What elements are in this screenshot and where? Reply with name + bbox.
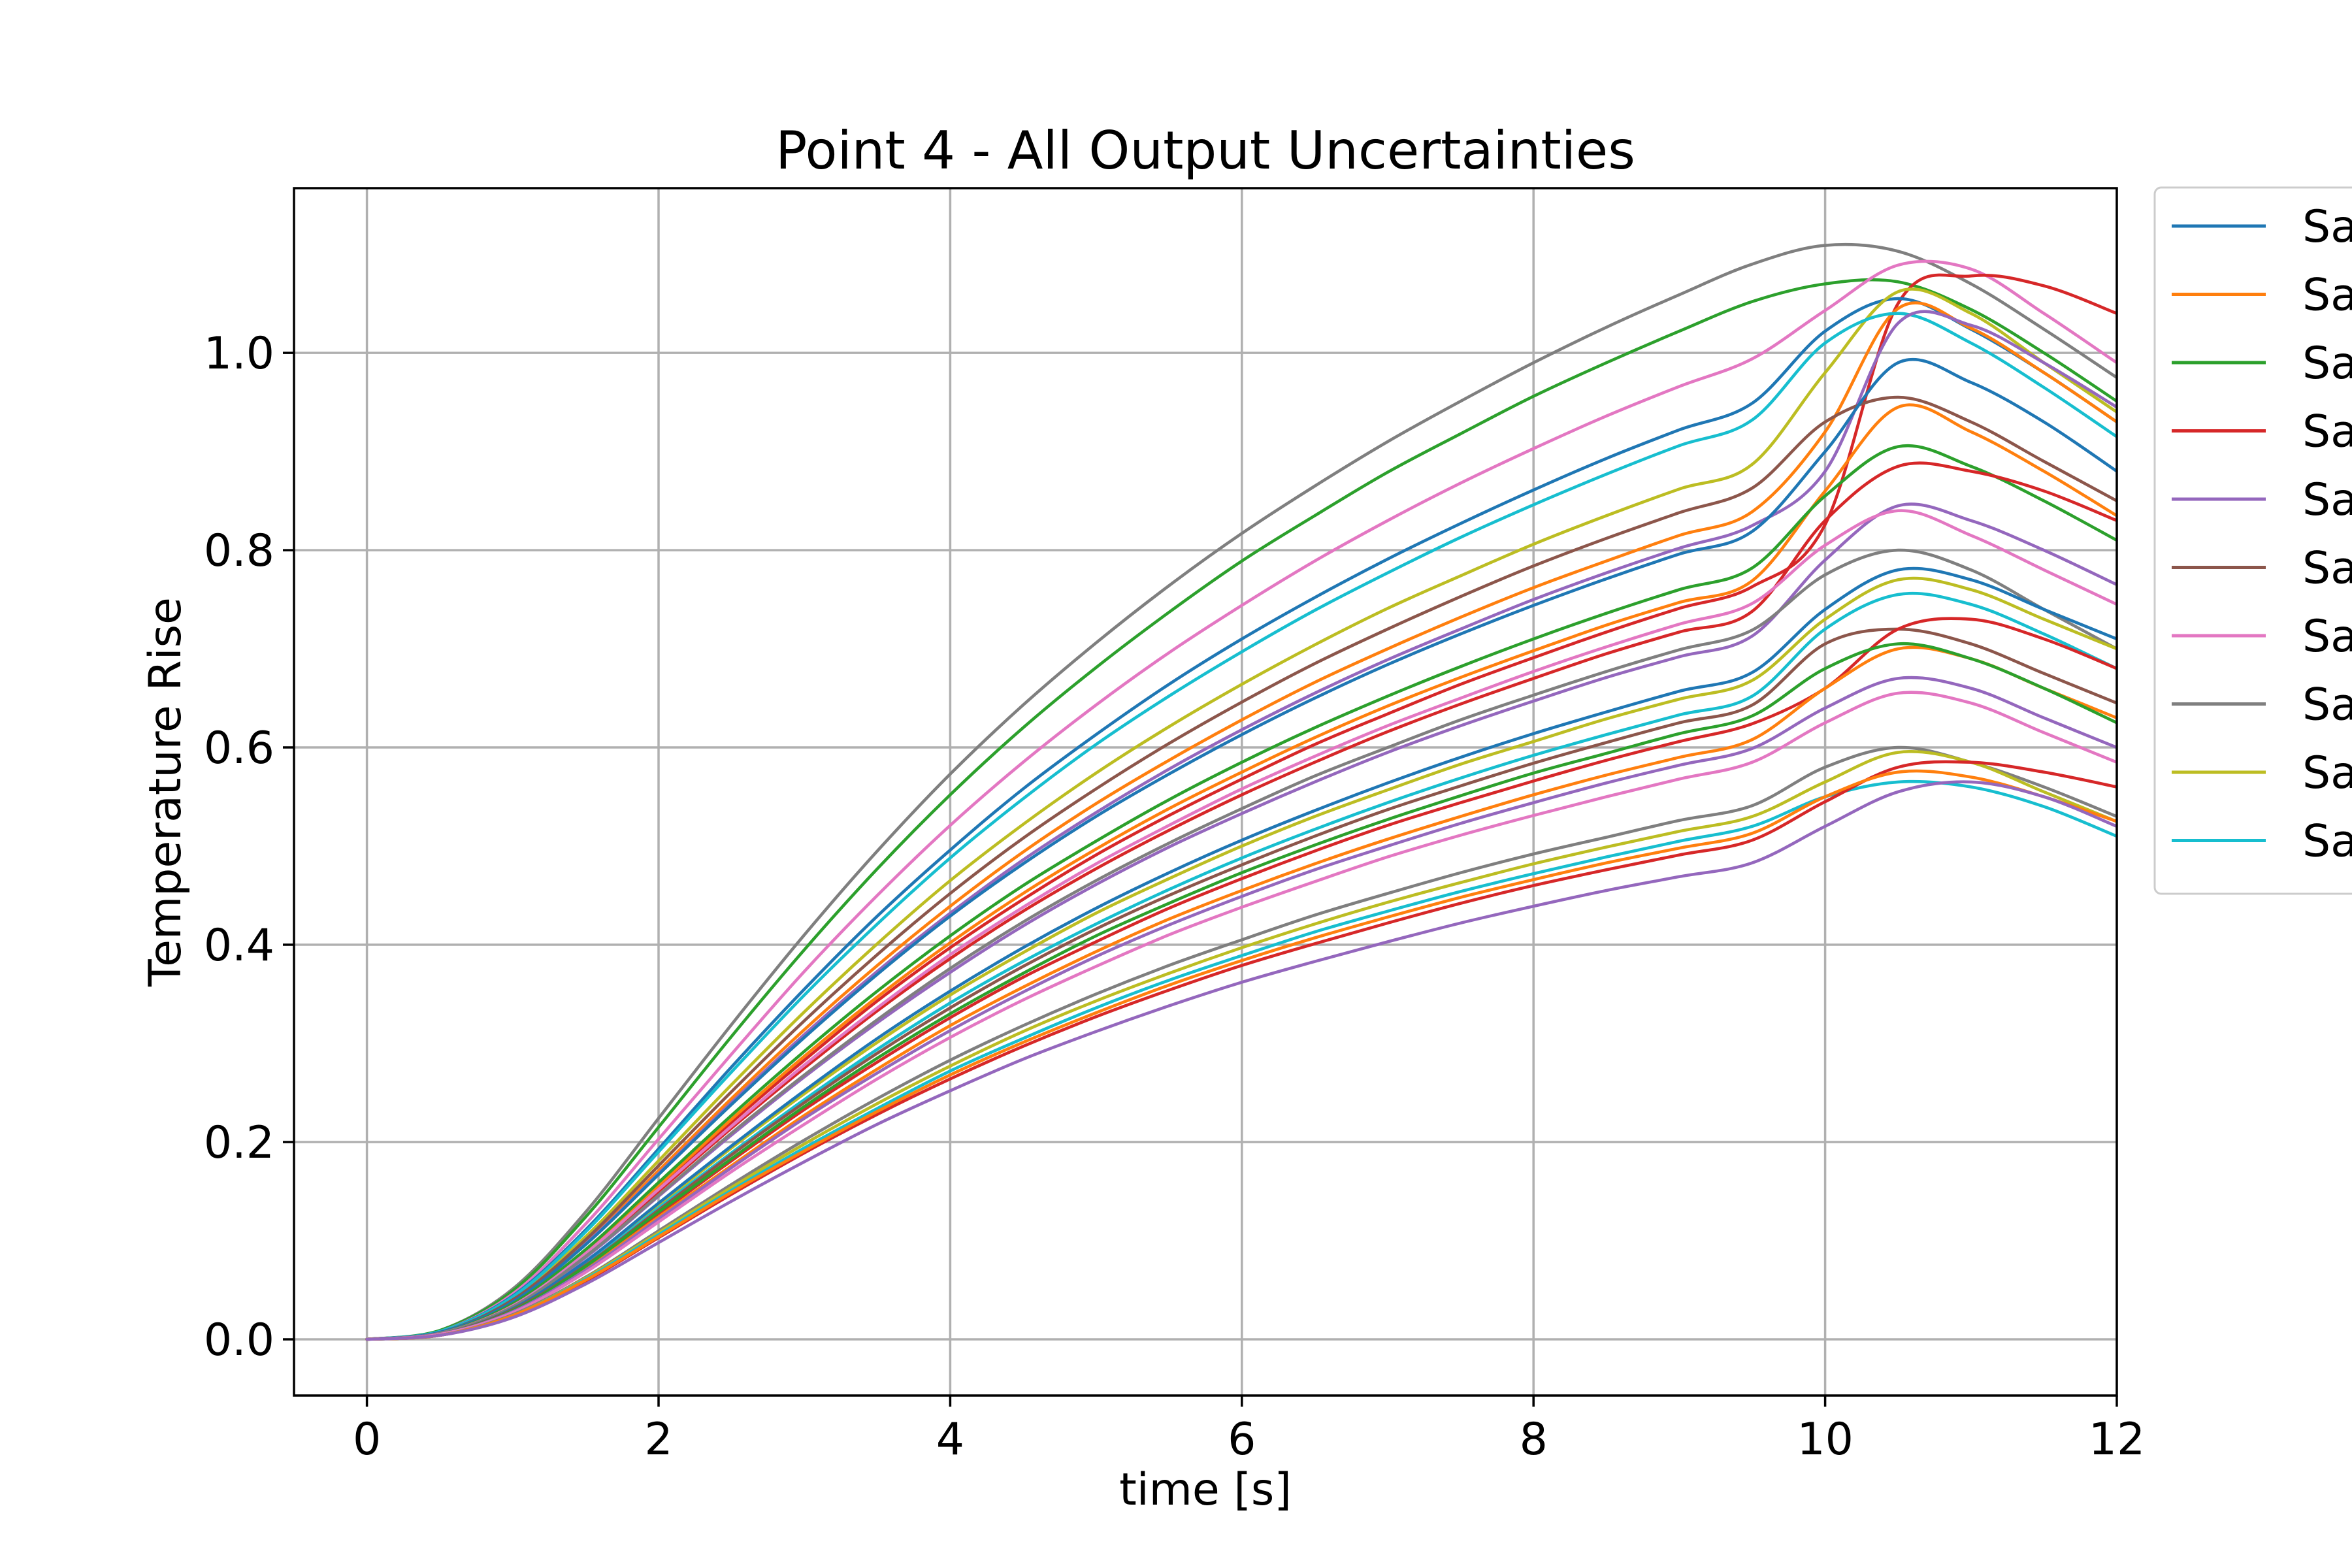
series-line-5 <box>365 287 2117 1341</box>
legend-label-4: Sa <box>2302 474 2352 526</box>
legend-label-8: Sa <box>2302 747 2352 799</box>
series-line-10 <box>365 357 2117 1341</box>
x-tick-label-0: 0 <box>353 1414 381 1465</box>
legend-label-5: Sa <box>2302 543 2352 595</box>
x-tick-label-6: 12 <box>2089 1414 2146 1465</box>
x-axis-label: time [s] <box>1119 1464 1292 1516</box>
series-line-11 <box>365 403 2117 1341</box>
x-tick-label-3: 6 <box>1228 1414 1256 1465</box>
series-line-18 <box>365 591 2117 1341</box>
legend-label-7: Sa <box>2302 679 2352 731</box>
series-line-23 <box>365 642 2117 1341</box>
series-line-31 <box>365 780 2117 1341</box>
x-tick-label-5: 10 <box>1797 1414 1854 1465</box>
series-line-30 <box>365 769 2117 1341</box>
series-line-7 <box>365 312 2117 1341</box>
x-tick-label-1: 2 <box>644 1414 672 1465</box>
y-tick-label-2: 0.4 <box>204 920 274 972</box>
series-line-1 <box>365 278 2117 1341</box>
series-line-16 <box>365 548 2117 1341</box>
legend-label-1: Sa <box>2302 270 2352 321</box>
series-line-25 <box>365 691 2117 1341</box>
y-tick-label-4: 0.8 <box>204 525 274 577</box>
series-line-2 <box>365 259 2117 1341</box>
x-tick-label-2: 4 <box>936 1414 964 1465</box>
legend-label-3: Sa <box>2302 406 2352 458</box>
series-line-0 <box>365 242 2117 1341</box>
axis-ticks: 0 2 4 6 8 10 12 0.0 0.2 0.4 0.6 0.8 1.0 <box>204 328 2145 1465</box>
chart-title: Point 4 - All Output Uncertainties <box>776 120 1635 181</box>
series-line-12 <box>365 444 2117 1341</box>
y-tick-label-1: 0.2 <box>204 1117 274 1169</box>
series-line-19 <box>365 566 2117 1341</box>
plot-area-frame <box>293 187 2118 1397</box>
legend-label-9: Sa <box>2302 816 2352 868</box>
series-line-20 <box>365 627 2117 1341</box>
x-tick-label-4: 8 <box>1520 1414 1548 1465</box>
series-line-15 <box>365 509 2117 1341</box>
series-line-4 <box>365 297 2117 1341</box>
series-line-26 <box>365 745 2117 1341</box>
y-tick-label-0: 0.0 <box>204 1315 274 1366</box>
legend: Sa Sa Sa Sa Sa Sa Sa Sa Sa Sa <box>2153 186 2352 895</box>
y-axis-label: Temperature Rise <box>140 597 191 987</box>
series-line-24 <box>365 676 2117 1341</box>
legend-label-0: Sa <box>2302 201 2352 253</box>
series-line-22 <box>365 645 2117 1341</box>
legend-label-2: Sa <box>2302 338 2352 389</box>
y-tick-label-5: 1.0 <box>204 328 274 380</box>
y-tick-label-3: 0.6 <box>204 723 274 774</box>
series-line-9 <box>365 395 2117 1341</box>
series-line-27 <box>365 749 2117 1341</box>
series-group <box>365 242 2117 1341</box>
legend-label-6: Sa <box>2302 611 2352 662</box>
series-line-17 <box>365 576 2117 1341</box>
